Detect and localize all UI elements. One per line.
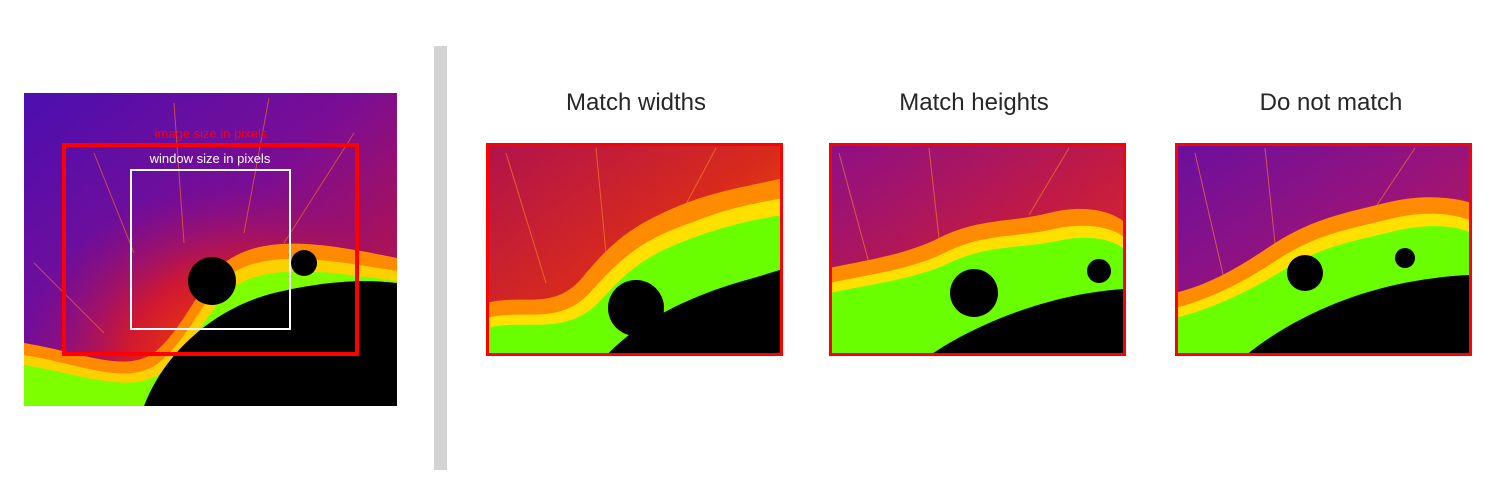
panel-title-match-heights: Match heights [899,89,1049,116]
panel-match-heights [829,143,1126,356]
overview-fractal-image: image size in pixels window size in pixe… [24,93,397,406]
image-size-label: image size in pixels [155,126,268,141]
panel-do-not-match [1175,143,1472,356]
vertical-divider [434,46,447,470]
panel-title-do-not-match: Do not match [1259,89,1403,116]
panel-match-widths [486,143,783,356]
panel-title-match-widths: Match widths [565,89,707,116]
window-size-label: window size in pixels [149,151,271,166]
